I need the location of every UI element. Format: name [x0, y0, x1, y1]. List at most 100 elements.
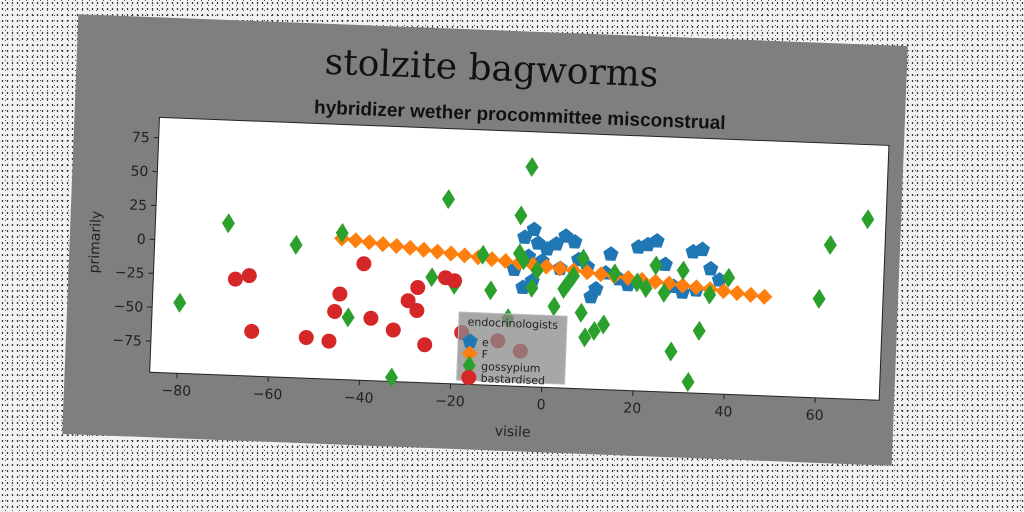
legend-label-e: e — [482, 336, 489, 349]
x-tick-label: −20 — [435, 393, 465, 410]
data-point — [711, 272, 728, 287]
legend-label-f: F — [481, 348, 488, 361]
data-point — [341, 307, 355, 328]
data-point — [587, 320, 601, 341]
legend-label-gossypium: gossypium — [481, 360, 541, 375]
data-point — [442, 189, 456, 210]
data-point — [715, 283, 732, 300]
data-point — [415, 241, 432, 258]
data-point — [514, 205, 528, 226]
data-point — [812, 288, 826, 309]
data-point — [608, 263, 622, 284]
data-point — [241, 268, 257, 284]
data-point — [567, 233, 583, 249]
data-point — [576, 248, 590, 269]
data-point — [443, 245, 460, 262]
data-point — [688, 279, 705, 296]
data-point — [410, 280, 426, 296]
y-tick-label: 25 — [129, 197, 147, 214]
data-point — [244, 323, 260, 339]
data-point — [417, 337, 433, 353]
y-tick-label: 0 — [137, 232, 147, 248]
data-point — [597, 314, 611, 335]
data-point — [400, 293, 416, 309]
data-point — [530, 260, 544, 281]
data-point — [332, 286, 348, 302]
data-point — [221, 213, 235, 234]
data-point — [363, 310, 379, 326]
data-point — [388, 237, 405, 254]
data-point — [703, 284, 717, 305]
data-point — [742, 286, 759, 303]
data-point — [649, 233, 665, 248]
data-point — [402, 239, 419, 256]
legend-marker-bastardised — [461, 369, 477, 385]
data-point — [861, 209, 875, 230]
scatter-chart: stolzite bagworms hybridizer wether proc… — [86, 42, 890, 441]
data-point — [756, 288, 773, 305]
data-point — [409, 303, 425, 319]
legend-label-bastardised: bastardised — [480, 372, 545, 387]
data-point — [722, 267, 736, 288]
data-point — [664, 341, 678, 362]
x-tick-label: 20 — [623, 400, 641, 417]
chart-title: stolzite bagworms — [324, 42, 659, 96]
series-gossypium — [173, 157, 875, 393]
data-point — [526, 221, 542, 237]
data-point — [347, 232, 364, 249]
data-point — [674, 277, 691, 294]
data-point — [657, 282, 671, 303]
data-point — [525, 277, 539, 298]
x-axis: −80 −60 −40 −20 0 20 40 60 — [161, 373, 824, 424]
y-axis-label: primarily — [86, 210, 104, 273]
data-point — [429, 243, 446, 260]
data-point — [497, 253, 514, 270]
data-point — [603, 246, 619, 261]
y-tick-label: 75 — [132, 130, 150, 147]
data-point — [552, 260, 569, 277]
data-point — [298, 330, 314, 346]
data-point — [173, 292, 187, 313]
data-point — [525, 157, 539, 178]
legend-marker-e — [462, 333, 478, 349]
legend-title: endocrinologists — [467, 315, 558, 331]
data-point — [566, 265, 580, 286]
data-point — [694, 241, 710, 257]
data-point — [327, 303, 343, 319]
data-point — [447, 273, 463, 289]
data-point — [692, 320, 706, 341]
data-point — [374, 236, 391, 253]
data-point — [515, 279, 531, 295]
data-point — [289, 234, 303, 255]
data-point — [321, 333, 337, 349]
legend-marker-gossypium — [462, 355, 476, 376]
x-tick-label: 60 — [805, 407, 823, 424]
data-point — [361, 234, 378, 251]
data-point — [335, 223, 349, 244]
y-axis: 75 50 25 0 −25 −50 −75 — [112, 130, 159, 350]
data-point — [356, 256, 372, 272]
data-point — [456, 247, 473, 264]
data-point — [630, 272, 644, 293]
data-point — [425, 267, 439, 288]
data-point — [729, 284, 746, 301]
x-tick-label: −80 — [161, 383, 191, 400]
data-point — [649, 255, 663, 276]
data-point — [513, 243, 527, 264]
x-axis-label: visile — [494, 424, 530, 441]
data-point — [592, 266, 609, 283]
data-point — [583, 288, 599, 304]
data-point — [676, 260, 690, 281]
data-point — [579, 264, 596, 281]
y-tick-label: −25 — [115, 265, 145, 282]
data-point — [547, 296, 561, 317]
data-point — [647, 273, 664, 290]
data-point — [227, 271, 243, 287]
x-tick-label: 0 — [536, 397, 546, 413]
data-point — [384, 367, 398, 388]
chart-figure: stolzite bagworms hybridizer wether proc… — [62, 14, 908, 466]
legend-box — [456, 311, 568, 385]
y-tick-label: −50 — [113, 299, 143, 316]
data-point — [476, 244, 490, 265]
x-tick-label: 40 — [714, 404, 732, 421]
